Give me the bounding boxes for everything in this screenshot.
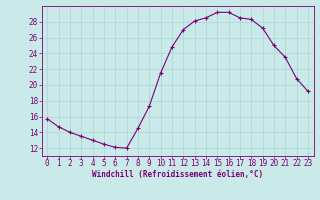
X-axis label: Windchill (Refroidissement éolien,°C): Windchill (Refroidissement éolien,°C) <box>92 170 263 179</box>
